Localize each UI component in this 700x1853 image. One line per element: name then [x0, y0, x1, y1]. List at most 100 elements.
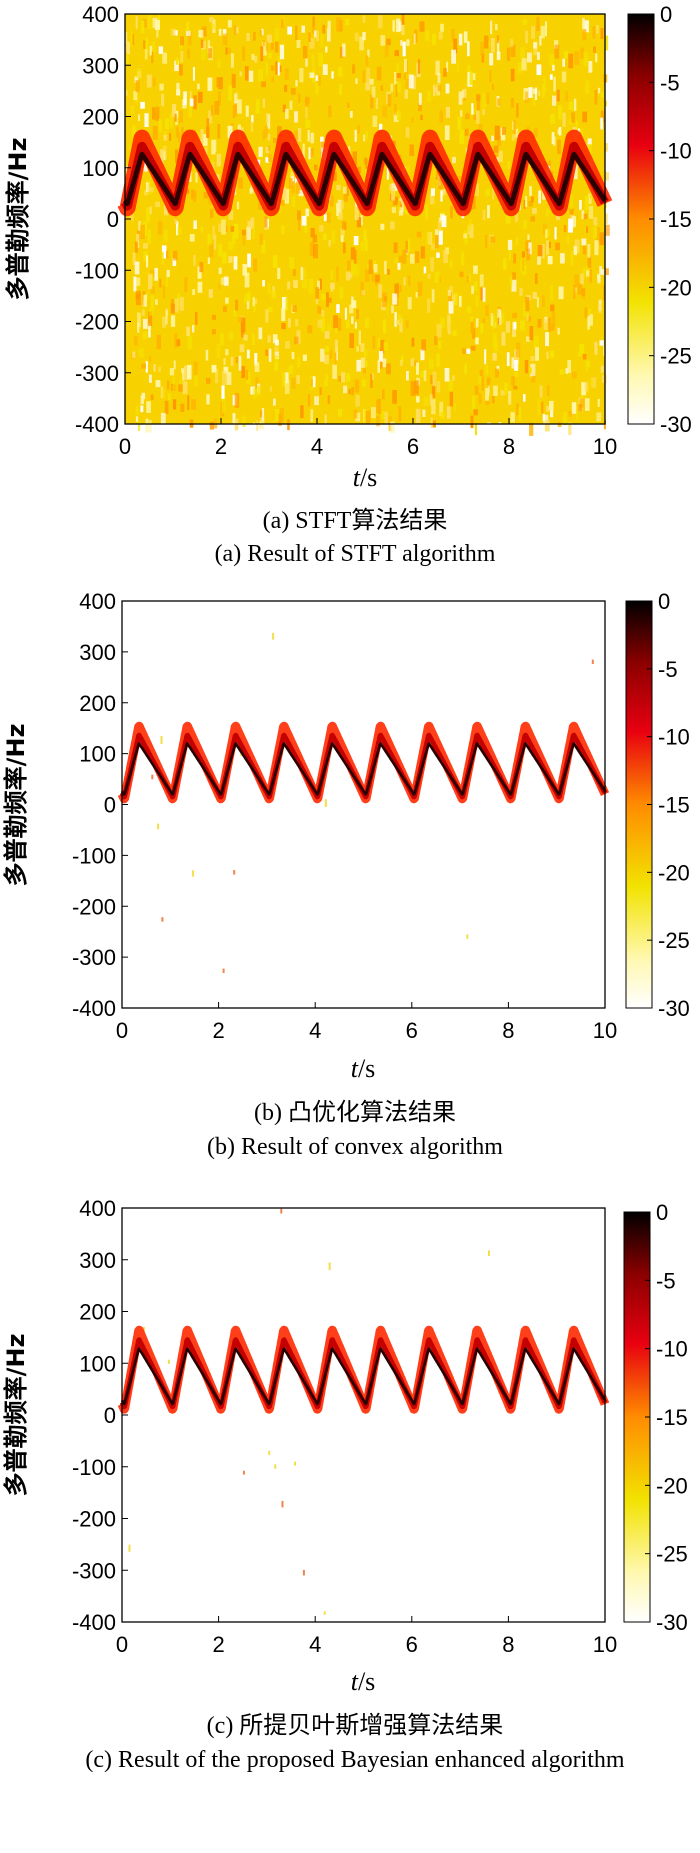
noise-speck [511, 357, 514, 369]
noise-speck [205, 377, 211, 384]
noise-speck [321, 294, 326, 301]
noise-speck [580, 128, 584, 137]
noise-speck [494, 368, 499, 378]
noise-speck [362, 70, 365, 83]
panel-c-caption-zh: (c) 所提贝叶斯增强算法结果 [207, 1712, 504, 1739]
noise-speck [462, 89, 465, 99]
noise-speck [218, 223, 222, 232]
noise-speck [393, 242, 398, 253]
noise-speck [308, 278, 314, 294]
noise-speck [441, 215, 447, 228]
noise-speck [189, 234, 195, 242]
noise-speck [148, 420, 152, 433]
noise-speck [546, 405, 550, 412]
noise-speck [377, 338, 381, 348]
noise-speck [252, 225, 255, 239]
noise-speck [143, 157, 148, 172]
noise-speck [414, 380, 419, 395]
noise-speck [209, 244, 214, 258]
spurious-dot [294, 1461, 296, 1466]
noise-speck [551, 323, 555, 331]
noise-speck [222, 305, 227, 313]
noise-speck [568, 101, 574, 110]
noise-speck [387, 268, 390, 275]
noise-speck [145, 38, 148, 53]
noise-speck [573, 284, 576, 299]
noise-speck [554, 227, 557, 240]
noise-speck [411, 337, 415, 347]
noise-speck [440, 190, 443, 202]
x-tick-label: 6 [407, 434, 419, 459]
noise-speck [201, 26, 207, 37]
noise-speck [172, 376, 175, 392]
noise-speck [327, 395, 331, 405]
noise-speck [387, 94, 392, 107]
noise-speck [148, 356, 152, 362]
noise-speck [382, 106, 388, 118]
noise-speck [438, 340, 442, 350]
noise-speck [163, 131, 168, 137]
noise-speck [585, 80, 590, 94]
noise-speck [343, 194, 348, 202]
noise-speck [443, 68, 447, 77]
noise-speck [208, 48, 212, 59]
noise-speck [491, 395, 495, 404]
noise-speck [383, 341, 388, 351]
noise-speck [308, 147, 311, 160]
noise-speck [574, 51, 580, 65]
noise-speck [491, 316, 496, 329]
noise-speck [177, 227, 182, 235]
noise-speck [415, 251, 420, 263]
noise-speck [557, 139, 561, 155]
noise-speck [275, 41, 279, 53]
noise-speck [393, 104, 397, 116]
noise-speck [375, 98, 378, 109]
noise-speck [310, 409, 314, 423]
noise-speck [274, 362, 279, 371]
noise-speck [284, 84, 288, 92]
y-tick-label: 100 [79, 742, 116, 767]
noise-speck [142, 19, 147, 28]
noise-speck [182, 369, 185, 381]
noise-speck [360, 215, 363, 226]
noise-speck [400, 40, 403, 46]
noise-speck [511, 279, 517, 292]
noise-speck [188, 106, 192, 118]
x-tick-label: 0 [116, 1632, 128, 1657]
noise-speck [347, 102, 350, 108]
panel-b-caption-zh: (b) 凸优化算法结果 [254, 1099, 456, 1126]
noise-speck [309, 72, 315, 78]
noise-speck [285, 108, 289, 120]
noise-speck [496, 51, 501, 61]
noise-speck [262, 98, 265, 108]
y-tick-label: -200 [75, 310, 119, 335]
noise-speck [228, 241, 234, 250]
y-tick-label: -300 [75, 361, 119, 386]
noise-speck [143, 243, 148, 249]
noise-speck [365, 410, 371, 424]
noise-speck [384, 261, 387, 275]
noise-speck [498, 422, 502, 430]
noise-speck [507, 161, 511, 170]
noise-speck [144, 113, 149, 127]
noise-speck [309, 148, 314, 157]
noise-speck [429, 359, 434, 369]
noise-speck [444, 125, 450, 140]
noise-speck [337, 199, 342, 214]
y-tick-label: 300 [79, 1248, 116, 1273]
noise-speck [512, 312, 518, 319]
noise-speck [595, 53, 598, 63]
noise-speck [317, 280, 320, 290]
noise-speck [506, 47, 511, 61]
noise-speck [251, 53, 255, 61]
noise-speck [200, 129, 204, 144]
noise-speck [208, 110, 213, 124]
noise-speck [571, 216, 576, 227]
noise-speck [285, 341, 290, 349]
noise-speck [302, 354, 307, 361]
colorbar-tick-label: -5 [656, 1268, 676, 1293]
noise-speck [218, 283, 221, 290]
noise-speck [399, 285, 402, 293]
